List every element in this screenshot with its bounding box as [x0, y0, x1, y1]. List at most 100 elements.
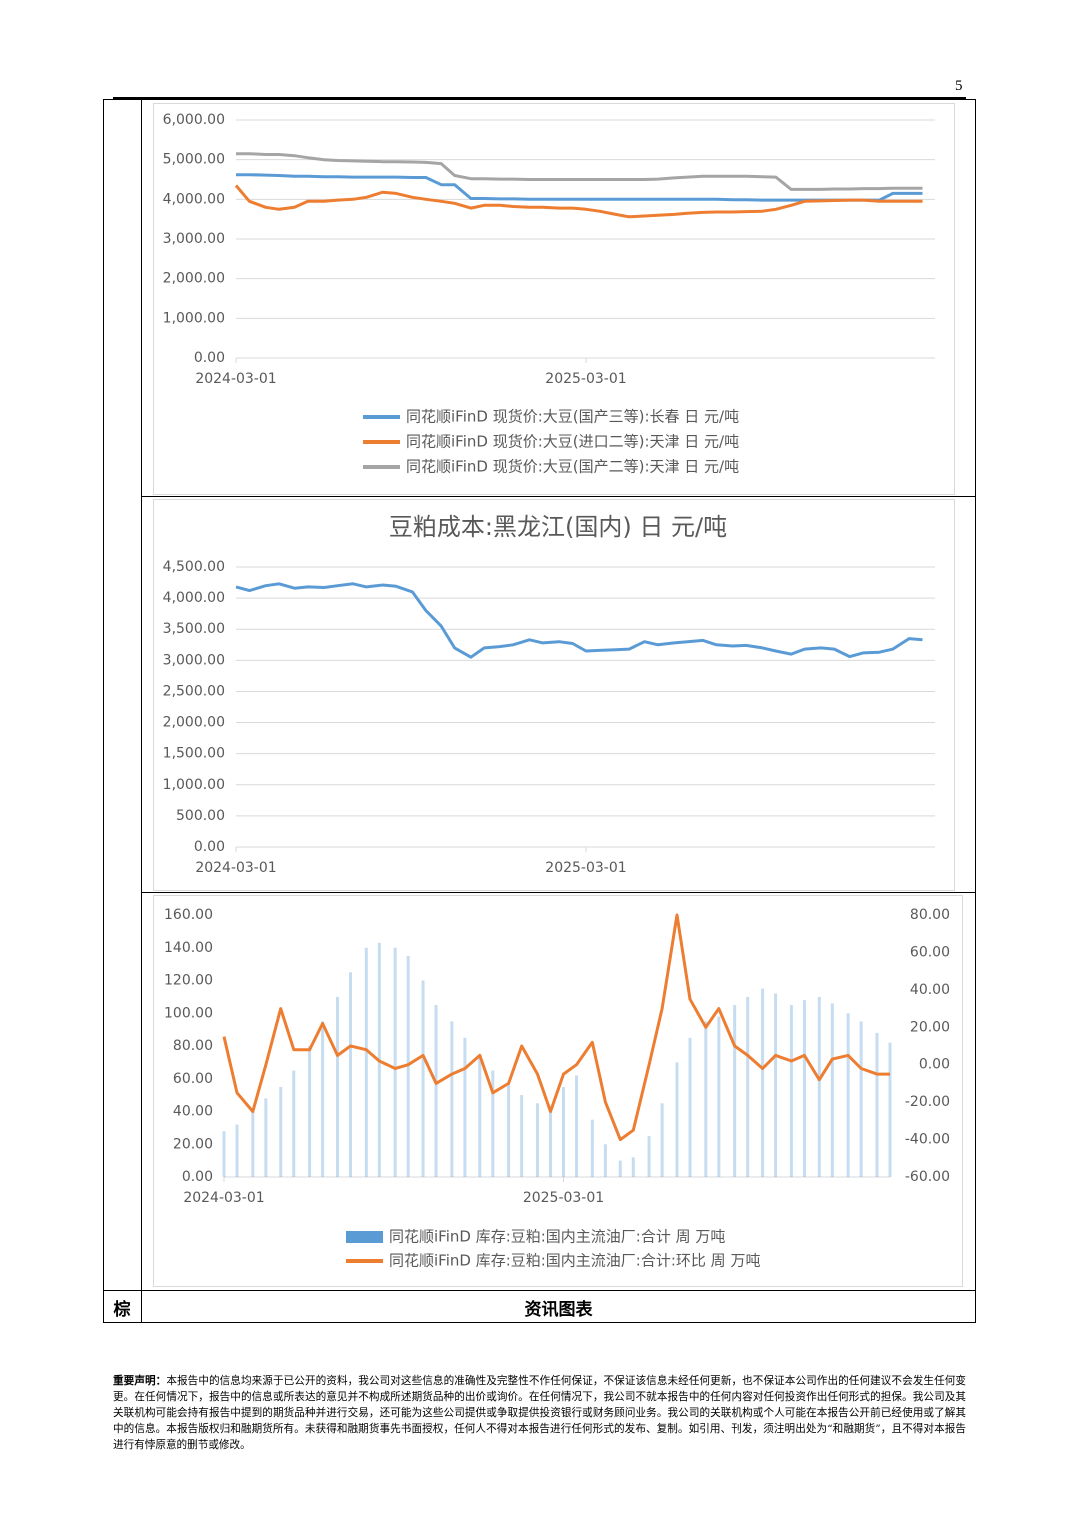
bar — [846, 1013, 850, 1177]
bar — [746, 996, 750, 1177]
bar — [717, 1016, 721, 1177]
y2-tick-label: 60.00 — [910, 944, 950, 960]
y-tick-label: 4,000.00 — [163, 590, 225, 606]
y-tick-label: 1,000.00 — [163, 310, 225, 326]
legend-label: 同花顺iFinD 现货价:大豆(进口二等):天津 日 元/吨 — [406, 433, 739, 451]
bar — [562, 1086, 566, 1177]
y-tick-label: 6,000.00 — [163, 112, 225, 128]
y-tick-label: 60.00 — [173, 1071, 213, 1087]
chart-frame — [153, 103, 955, 495]
table-divider — [141, 99, 142, 1323]
bar — [308, 1046, 312, 1177]
bar — [478, 1054, 482, 1177]
bar — [535, 1103, 539, 1177]
y2-tick-label: -20.00 — [905, 1094, 950, 1110]
bar — [733, 1005, 737, 1177]
y2-tick-label: -60.00 — [905, 1169, 950, 1185]
bar — [631, 1157, 635, 1177]
bar — [520, 1095, 524, 1177]
bar — [774, 993, 778, 1177]
bar — [875, 1032, 879, 1177]
chart: 0.00 20.00 40.00 60.00 80.00 100.00 120.00 140.… — [153, 895, 963, 1287]
y-tick-label: 80.00 — [173, 1038, 213, 1054]
y-tick-label: 4,000.00 — [163, 191, 225, 207]
bar — [603, 1144, 607, 1177]
x-tick-label: 2025-03-01 — [545, 860, 626, 876]
bar — [704, 1021, 708, 1177]
bar — [279, 1086, 283, 1177]
bar — [647, 1136, 651, 1177]
bar — [264, 1098, 268, 1177]
series-line — [235, 582, 923, 659]
bar — [817, 996, 821, 1177]
y-tick-label: 5,000.00 — [163, 152, 225, 168]
legend-label: 同花顺iFinD 现货价:大豆(国产二等):天津 日 元/吨 — [406, 458, 739, 476]
bar — [349, 972, 353, 1177]
bar — [590, 1119, 594, 1177]
bar — [802, 1000, 806, 1177]
header-rule — [113, 97, 966, 99]
y-tick-label: 100.00 — [164, 1005, 213, 1021]
bar — [618, 1160, 622, 1177]
chart-title: 豆粕成本:黑龙江(国内) 日 元/吨 — [389, 513, 727, 541]
bar — [222, 1131, 226, 1177]
bar — [463, 1037, 467, 1177]
bar — [675, 1062, 679, 1177]
side-label: 棕 — [113, 1299, 131, 1320]
bar — [491, 1070, 495, 1177]
y2-tick-label: 0.00 — [919, 1057, 950, 1073]
cell-divider — [141, 892, 976, 893]
y-tick-label: 120.00 — [164, 973, 213, 989]
bar — [450, 1021, 454, 1177]
x-tick-label: 2024-03-01 — [195, 860, 276, 876]
y-tick-label: 140.00 — [164, 940, 213, 956]
y2-tick-label: 80.00 — [910, 907, 950, 923]
bar — [364, 947, 368, 1177]
y-tick-label: 0.00 — [182, 1169, 213, 1185]
table-frame — [103, 99, 976, 1323]
cell-divider — [141, 496, 976, 497]
x-tick-label: 2024-03-01 — [183, 1190, 264, 1206]
chart: 豆粕成本:黑龙江(国内) 日 元/吨 0.00 500.00 1,000.00 1,50… — [153, 499, 955, 891]
bar — [406, 955, 410, 1177]
y-tick-label: 160.00 — [164, 907, 213, 923]
chart-frame — [153, 895, 963, 1287]
bar — [335, 996, 339, 1177]
bar — [251, 1111, 255, 1177]
y-tick-label: 1,500.00 — [163, 746, 225, 762]
y-tick-label: 0.00 — [194, 350, 225, 366]
bar — [888, 1042, 892, 1177]
table-caption: 资讯图表 — [524, 1299, 593, 1320]
bar — [421, 980, 425, 1177]
bar — [789, 1005, 793, 1177]
y-tick-label: 2,000.00 — [163, 715, 225, 731]
bar — [393, 947, 397, 1177]
y-tick-label: 3,000.00 — [163, 652, 225, 668]
disclaimer-text: 本报告中的信息均来源于已公开的资料，我公司对这些信息的准确性及完整性不作任何保证… — [113, 1375, 967, 1451]
y2-tick-label: 20.00 — [910, 1019, 950, 1035]
chart: 0.00 1,000.00 2,000.00 3,000.00 4,000.00 5,00… — [153, 103, 955, 495]
series-line — [222, 913, 890, 1142]
y-tick-label: 2,000.00 — [163, 271, 225, 287]
disclaimer-lead: 重要声明： — [113, 1375, 167, 1387]
y2-tick-label: -40.00 — [905, 1132, 950, 1148]
legend-label: 同花顺iFinD 现货价:大豆(国产三等):长春 日 元/吨 — [406, 408, 739, 426]
chart-frame — [153, 499, 955, 891]
series-line — [234, 184, 923, 219]
y2-tick-label: 40.00 — [910, 982, 950, 998]
bar — [859, 1021, 863, 1177]
bar — [434, 1005, 438, 1177]
disclaimer: 重要声明：本报告中的信息均来源于已公开的资料，我公司对这些信息的准确性及完整性不… — [113, 1373, 966, 1453]
x-tick-label: 2025-03-01 — [523, 1190, 604, 1206]
y-tick-label: 1,000.00 — [163, 777, 225, 793]
x-tick-label: 2025-03-01 — [545, 371, 626, 387]
bar — [321, 1021, 325, 1177]
y-tick-label: 20.00 — [173, 1136, 213, 1152]
legend-label: 同花顺iFinD 库存:豆粕:国内主流油厂:合计 周 万吨 — [389, 1228, 725, 1246]
bar — [761, 988, 765, 1177]
row-divider — [103, 1290, 976, 1291]
y-tick-label: 40.00 — [173, 1104, 213, 1120]
legend-swatch — [346, 1231, 383, 1243]
y-tick-label: 500.00 — [176, 808, 225, 824]
